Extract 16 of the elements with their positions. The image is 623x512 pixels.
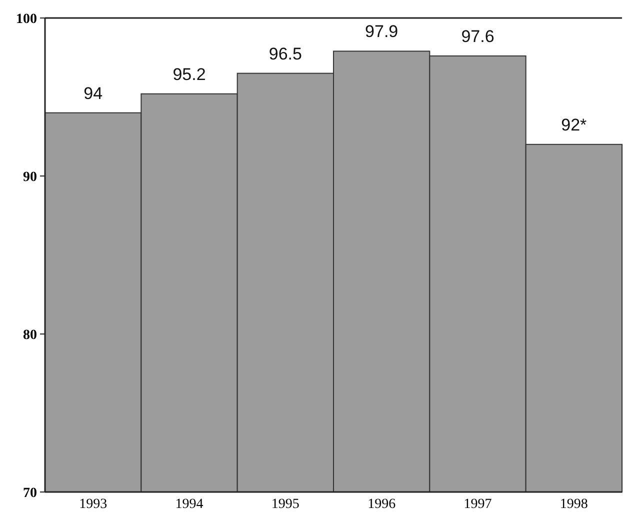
x-tick-label: 1993 [79,497,108,512]
y-tick-label: 80 [23,328,37,343]
x-tick-label: 1996 [368,497,396,512]
data-label: 97.6 [461,26,494,46]
x-tick-label: 1995 [271,497,300,512]
data-label: 94 [84,84,103,103]
y-tick-label: 90 [23,170,37,185]
y-tick-label: 70 [23,486,37,501]
data-label: 95.2 [172,64,206,84]
data-label: 96.5 [268,44,302,64]
x-tick-label: 1994 [175,497,204,512]
data-label: 97.9 [365,22,398,42]
data-label: 92* [561,115,588,134]
x-tick-label: 1998 [560,497,588,512]
x-tick-label: 1997 [464,497,492,512]
y-tick-label: 100 [16,12,37,27]
